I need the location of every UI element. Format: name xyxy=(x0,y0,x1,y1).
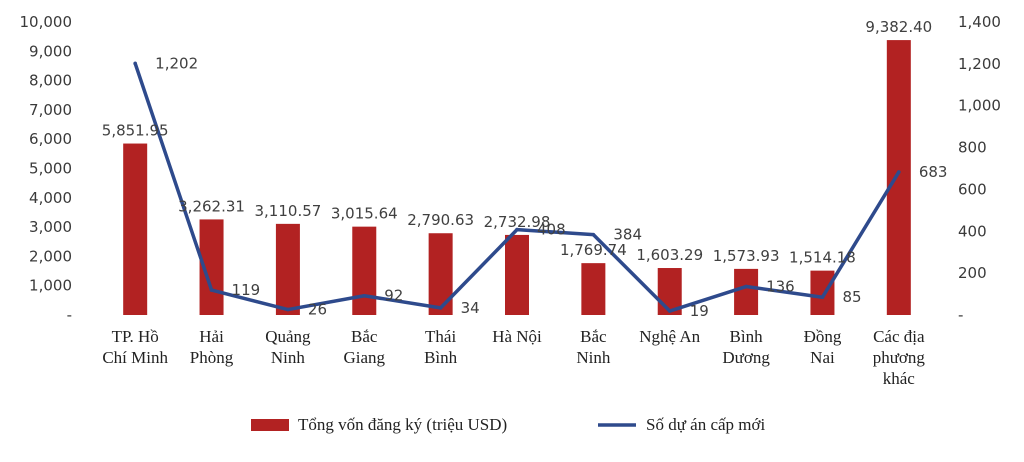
category-label: Bình Dương xyxy=(722,327,770,367)
right-axis-tick-label: 800 xyxy=(958,139,987,157)
line-value-label: 34 xyxy=(461,299,480,317)
line-value-label: 136 xyxy=(766,278,795,296)
line-point xyxy=(133,61,137,66)
category-label: Đồng Nai xyxy=(804,327,842,367)
right-axis-tick-label: 1,400 xyxy=(958,13,1001,31)
bar-value-label: 3,015.64 xyxy=(331,205,398,223)
right-axis-tick-label: 400 xyxy=(958,222,987,240)
line-value-label: 683 xyxy=(919,163,948,181)
bar xyxy=(505,234,529,315)
bar xyxy=(123,143,148,315)
right-axis-tick-label: 200 xyxy=(958,264,987,282)
line-point xyxy=(591,232,596,237)
category-label: Thái Bình xyxy=(424,327,458,367)
line-point xyxy=(897,170,901,174)
bar xyxy=(810,270,835,315)
left-axis-tick-label: 1,000 xyxy=(29,277,72,295)
bar-value-label: 3,110.57 xyxy=(255,202,322,220)
bar xyxy=(428,233,453,315)
bar-value-label: 1,603.29 xyxy=(636,246,703,264)
bar xyxy=(275,223,300,315)
line-point xyxy=(820,295,825,300)
category-label: Các địa phương khác xyxy=(873,327,926,388)
left-axis-tick-label: 6,000 xyxy=(29,130,72,148)
category-label: TP. Hồ Chí Minh xyxy=(102,327,168,367)
legend: Tổng vốn đăng ký (triệu USD) Số dự án cấp… xyxy=(251,415,766,434)
bar-value-label: 2,732.98 xyxy=(484,213,551,231)
category-label: Hải Phòng xyxy=(190,327,234,367)
left-axis-tick-label: - xyxy=(67,306,72,324)
left-axis-tick-label: 7,000 xyxy=(29,101,72,119)
left-axis-tick-label: 9,000 xyxy=(29,42,72,60)
right-axis-tick-label: 600 xyxy=(958,180,987,198)
line-value-label: 92 xyxy=(384,287,403,305)
line-value-label: 119 xyxy=(232,281,261,299)
right-axis-tick-label: 1,200 xyxy=(958,55,1001,73)
line-point xyxy=(744,284,748,289)
legend-line-label: Số dự án cấp mới xyxy=(646,415,766,434)
left-axis-tick-label: 3,000 xyxy=(29,218,72,236)
line-point xyxy=(667,309,672,313)
line-point xyxy=(515,227,519,232)
line-value-label: 1,202 xyxy=(155,54,198,72)
line-series xyxy=(133,61,901,313)
category-label: Quảng Ninh xyxy=(265,327,311,367)
left-axis-tick-label: 4,000 xyxy=(29,189,72,207)
line-point xyxy=(209,288,214,292)
line-point xyxy=(286,307,290,312)
category-label: Hà Nội xyxy=(492,327,542,346)
category-label: Bắc Giang xyxy=(343,327,385,367)
line-point xyxy=(438,306,443,310)
right-axis-tick-label: - xyxy=(958,306,963,324)
line-value-label: 26 xyxy=(308,301,327,319)
bar-value-label: 9,382.40 xyxy=(865,18,932,36)
line-value-label: 408 xyxy=(537,221,566,239)
bar-value-label: 1,514.18 xyxy=(789,249,856,267)
line-value-label: 19 xyxy=(690,302,709,320)
bar-series xyxy=(123,40,911,316)
legend-bar-swatch xyxy=(251,419,289,431)
bar-value-label: 1,573.93 xyxy=(713,247,780,265)
bar-value-label: 1,769.74 xyxy=(560,241,627,259)
bar xyxy=(886,40,911,316)
bar-value-label: 5,851.95 xyxy=(102,122,169,140)
line-value-labels: 1,202 119 26 92 34 408 384 19 136 85 683 xyxy=(155,54,947,320)
line-point xyxy=(362,293,367,298)
category-label: Bắc Ninh xyxy=(576,327,611,367)
line-value-label: 85 xyxy=(842,288,861,306)
legend-bar-label: Tổng vốn đăng ký (triệu USD) xyxy=(298,415,507,434)
right-axis-tick-label: 1,000 xyxy=(958,97,1001,115)
line-value-label: 384 xyxy=(613,226,642,244)
category-labels: TP. Hồ Chí Minh Hải Phòng Quảng Ninh Bắc Giang T… xyxy=(102,327,925,388)
category-label: Nghệ An xyxy=(639,327,700,346)
bar xyxy=(734,268,759,315)
bar xyxy=(352,226,377,315)
bar xyxy=(581,263,606,315)
bar-value-label: 2,790.63 xyxy=(407,211,474,229)
left-axis-tick-label: 10,000 xyxy=(20,13,73,31)
left-axis-tick-label: 5,000 xyxy=(29,160,72,178)
bar-value-labels: 5,851.95 3,262.31 3,110.57 3,015.64 2,790.63… xyxy=(102,18,932,267)
right-y-axis: - 200 400 600 800 1,000 1,200 1,400 xyxy=(958,13,1001,324)
left-y-axis: - 1,000 2,000 3,000 4,000 5,000 6,000 7,000 8,00… xyxy=(20,13,73,324)
left-axis-tick-label: 2,000 xyxy=(29,247,72,265)
left-axis-tick-label: 8,000 xyxy=(29,72,72,90)
bar-value-label: 3,262.31 xyxy=(178,197,245,215)
